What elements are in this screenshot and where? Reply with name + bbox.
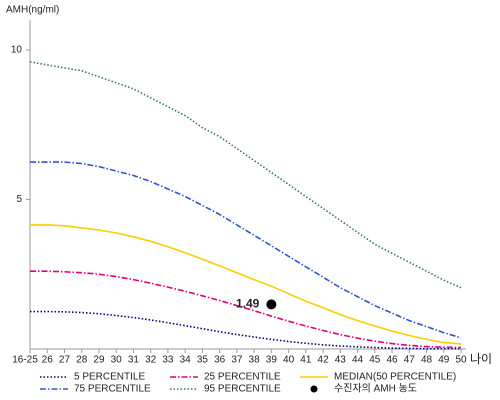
x-tick-label: 37 xyxy=(231,355,243,366)
x-tick-label: 27 xyxy=(59,355,71,366)
legend-label: 95 PERCENTILE xyxy=(204,384,281,395)
series-line xyxy=(30,224,462,345)
x-tick-label: 48 xyxy=(421,355,433,366)
y-tick-label: 10 xyxy=(11,45,23,56)
x-tick-label: 43 xyxy=(335,355,347,366)
series-line xyxy=(30,161,462,339)
y-tick-label: 5 xyxy=(16,194,22,205)
x-tick-label: 40 xyxy=(283,355,295,366)
x-tick-label: 28 xyxy=(76,355,88,366)
point-label: 1.49 xyxy=(236,297,260,311)
x-tick-label: 33 xyxy=(162,355,174,366)
legend-label: 수진자의 AMH 농도 xyxy=(334,383,417,395)
x-tick-label: 34 xyxy=(180,355,192,366)
x-tick-label: 49 xyxy=(438,355,450,366)
x-tick-label: 32 xyxy=(145,355,157,366)
x-tick-label: 44 xyxy=(352,355,364,366)
x-tick-label: 46 xyxy=(386,355,398,366)
x-tick-label: 45 xyxy=(369,355,381,366)
x-tick-label: 39 xyxy=(266,355,278,366)
x-tick-label: 35 xyxy=(197,355,209,366)
patient-point xyxy=(266,299,277,310)
y-axis-label: AMH(ng/ml) xyxy=(6,5,59,16)
x-tick-label: 29 xyxy=(93,355,105,366)
series-line xyxy=(30,270,462,349)
legend-swatch xyxy=(310,385,318,393)
x-tick-label: 42 xyxy=(318,355,330,366)
x-tick-label: 50 xyxy=(455,355,467,366)
legend-label: 75 PERCENTILE xyxy=(74,384,151,395)
x-tick-label: 30 xyxy=(111,355,123,366)
x-tick-label: 16-25 xyxy=(12,355,38,366)
legend-label: 25 PERCENTILE xyxy=(204,372,281,383)
x-tick-label: 47 xyxy=(404,355,416,366)
x-tick-label: 36 xyxy=(214,355,226,366)
legend-label: MEDIAN(50 PERCENTILE) xyxy=(334,372,456,383)
x-tick-label: 38 xyxy=(249,355,261,366)
series-line xyxy=(30,310,461,350)
x-tick-label: 26 xyxy=(42,355,54,366)
series-line xyxy=(29,61,462,289)
x-axis-label: 나이 xyxy=(470,352,492,366)
x-tick-label: 31 xyxy=(128,355,140,366)
legend-label: 5 PERCENTILE xyxy=(74,372,145,383)
x-tick-label: 41 xyxy=(300,355,312,366)
